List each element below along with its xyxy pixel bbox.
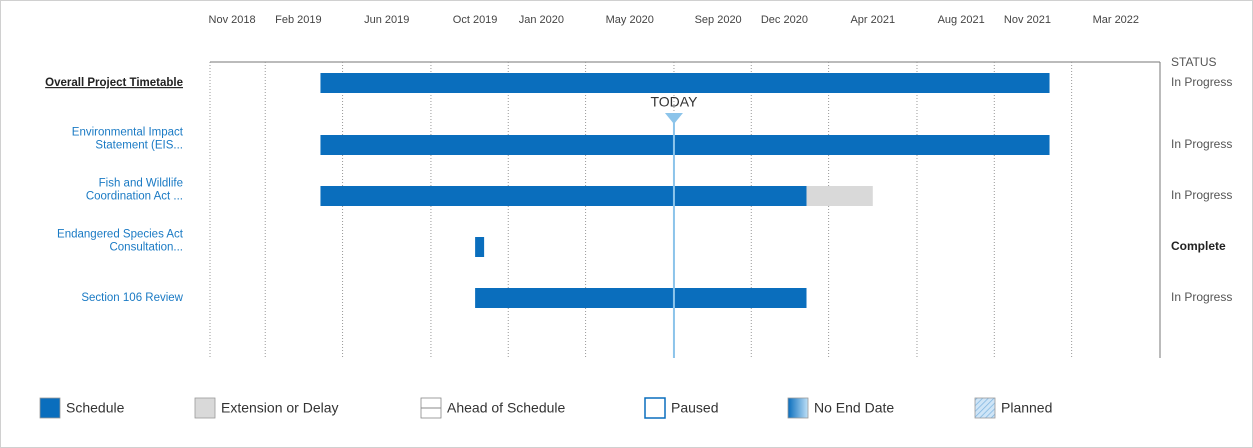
task-label: Environmental Impact bbox=[72, 127, 184, 139]
status-label: Complete bbox=[1171, 239, 1226, 253]
status-header: STATUS bbox=[1171, 55, 1217, 69]
status-label: In Progress bbox=[1171, 290, 1232, 304]
task-label: Section 106 Review bbox=[81, 292, 183, 304]
x-tick-label: Feb 2019 bbox=[275, 14, 321, 26]
x-tick-label: Oct 2019 bbox=[453, 14, 498, 26]
legend-label: Extension or Delay bbox=[221, 400, 339, 416]
x-tick-label: May 2020 bbox=[606, 14, 654, 26]
today-label: TODAY bbox=[650, 94, 698, 110]
task-label: Overall Project Timetable bbox=[45, 77, 183, 89]
legend-swatch bbox=[974, 397, 996, 419]
legend-swatch bbox=[787, 397, 809, 419]
task-label: Statement (EIS... bbox=[95, 140, 183, 152]
x-tick-label: Aug 2021 bbox=[938, 14, 985, 26]
x-tick-label: Sep 2020 bbox=[695, 14, 742, 26]
task-label: Coordination Act ... bbox=[86, 191, 183, 203]
task-label: Consultation... bbox=[109, 242, 183, 254]
bar bbox=[320, 186, 807, 206]
legend-swatch bbox=[39, 397, 61, 419]
x-tick-label: Jun 2019 bbox=[364, 14, 409, 26]
bar bbox=[320, 135, 1050, 155]
bar bbox=[320, 73, 1050, 93]
today-marker bbox=[664, 113, 683, 124]
x-tick-label: Nov 2021 bbox=[1004, 14, 1051, 26]
status-label: In Progress bbox=[1171, 137, 1232, 151]
x-tick-label: Jan 2020 bbox=[519, 14, 564, 26]
status-label: In Progress bbox=[1171, 75, 1232, 89]
x-tick-label: Nov 2018 bbox=[209, 14, 256, 26]
status-label: In Progress bbox=[1171, 188, 1232, 202]
legend-label: Paused bbox=[671, 400, 718, 416]
legend-label: Ahead of Schedule bbox=[447, 400, 566, 416]
legend-swatch bbox=[644, 397, 666, 419]
x-tick-label: Dec 2020 bbox=[761, 14, 808, 26]
x-tick-label: Apr 2021 bbox=[850, 14, 895, 26]
x-tick-label: Mar 2022 bbox=[1093, 14, 1139, 26]
bar bbox=[475, 237, 485, 257]
legend-label: No End Date bbox=[814, 400, 894, 416]
bar bbox=[475, 288, 807, 308]
legend-label: Schedule bbox=[66, 400, 125, 416]
task-label: Fish and Wildlife bbox=[99, 178, 183, 190]
legend-swatch bbox=[194, 397, 216, 419]
task-label: Endangered Species Act bbox=[57, 229, 184, 241]
legend-label: Planned bbox=[1001, 400, 1052, 416]
bar bbox=[806, 186, 873, 206]
